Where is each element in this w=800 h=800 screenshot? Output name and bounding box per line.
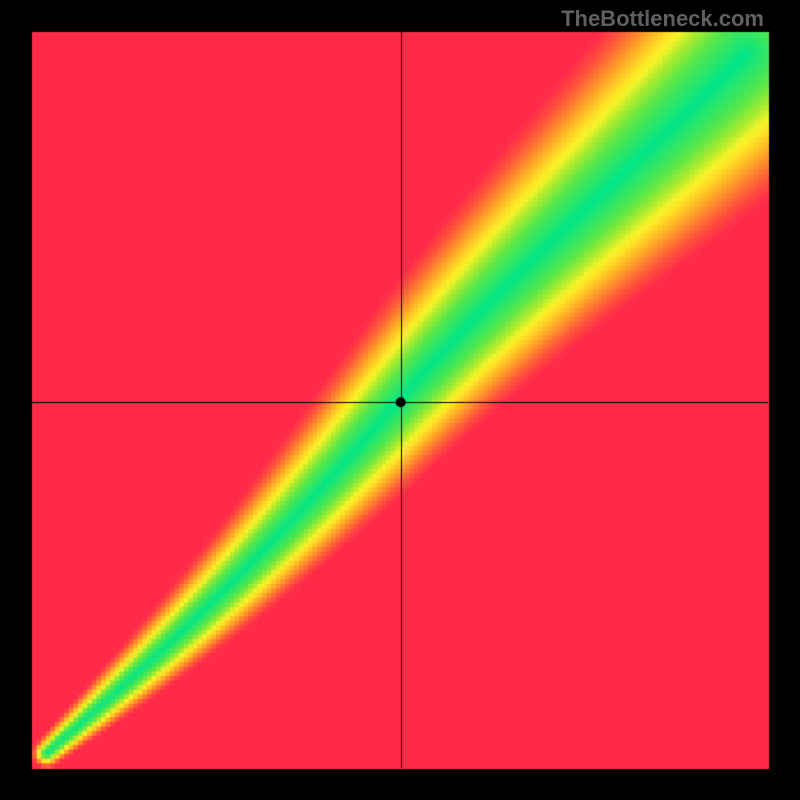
bottleneck-heatmap (0, 0, 800, 800)
watermark-text: TheBottleneck.com (561, 6, 764, 32)
chart-container: TheBottleneck.com (0, 0, 800, 800)
